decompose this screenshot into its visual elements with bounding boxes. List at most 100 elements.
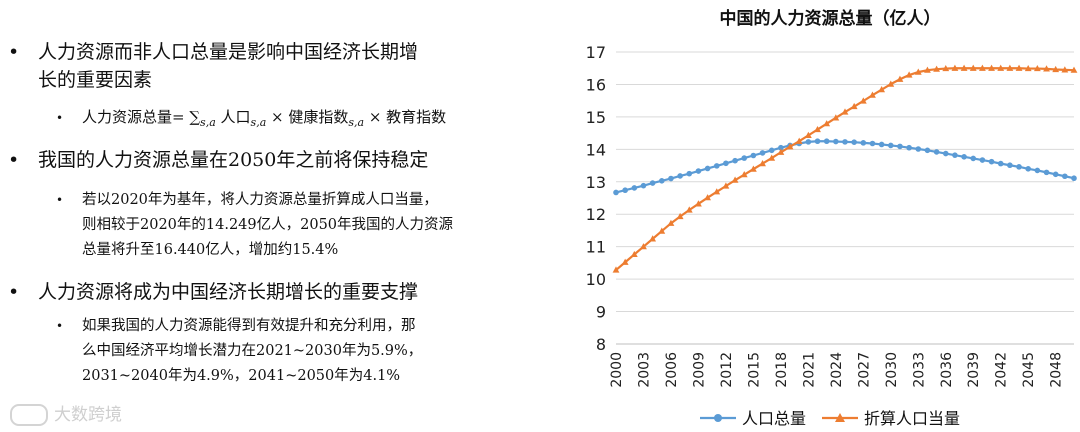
data-point bbox=[1015, 64, 1023, 71]
data-point bbox=[668, 175, 674, 182]
data-point bbox=[1025, 166, 1031, 172]
x-tick-label: 2036 bbox=[939, 352, 955, 388]
bullet-marker: • bbox=[8, 281, 20, 303]
data-point bbox=[631, 185, 638, 191]
data-point bbox=[933, 65, 940, 72]
data-point bbox=[1052, 171, 1059, 178]
data-point bbox=[905, 71, 913, 78]
sub-bullet-2-text: 若以2020年为基年，将人力资源总量折算成人口当量， 则相较于2020年的14.… bbox=[82, 192, 454, 258]
data-point bbox=[914, 68, 922, 75]
data-point bbox=[695, 168, 702, 174]
data-point bbox=[888, 142, 894, 149]
data-point bbox=[677, 173, 683, 179]
data-point bbox=[731, 176, 739, 183]
x-tick-label: 2006 bbox=[664, 352, 680, 388]
bullet-1-text: 人力资源而非人口总量是影响中国经济长期增 长的重要因素 bbox=[38, 41, 419, 91]
data-point bbox=[723, 160, 729, 167]
data-point bbox=[704, 194, 711, 201]
watermark-text: 大数跨境 bbox=[54, 405, 122, 425]
data-point bbox=[732, 157, 738, 164]
data-point bbox=[768, 154, 776, 161]
data-point bbox=[969, 64, 977, 71]
x-tick-label: 2042 bbox=[994, 352, 1010, 388]
data-point bbox=[823, 120, 831, 127]
data-point bbox=[924, 66, 931, 73]
legend-label: 折算人口当量 bbox=[864, 409, 960, 428]
data-point bbox=[622, 187, 628, 194]
formula-sub-3: s,a bbox=[348, 116, 365, 129]
formula-mid-2: × 健康指数 bbox=[266, 108, 349, 126]
data-point bbox=[778, 144, 784, 151]
data-point bbox=[878, 141, 885, 148]
data-point bbox=[640, 182, 647, 189]
data-point bbox=[613, 189, 619, 196]
x-tick-label: 2003 bbox=[636, 352, 652, 388]
data-point bbox=[897, 143, 903, 150]
data-point bbox=[777, 148, 785, 155]
data-point bbox=[640, 243, 647, 250]
series-2 bbox=[612, 64, 1078, 273]
bullet-marker: • bbox=[8, 149, 20, 171]
formula: 人力资源总量= ∑s,a 人口s,a × 健康指数s,a × 教育指数 bbox=[82, 104, 446, 136]
data-point bbox=[814, 138, 821, 145]
data-point bbox=[1070, 66, 1078, 73]
y-tick-label: 11 bbox=[586, 238, 606, 257]
y-tick-label: 13 bbox=[586, 173, 606, 192]
bullet-marker: • bbox=[8, 41, 20, 63]
formula-sub-2: s,a bbox=[250, 116, 267, 129]
data-point bbox=[933, 149, 940, 155]
formula-prefix: 人力资源总量= ∑ bbox=[82, 108, 201, 126]
data-point bbox=[859, 97, 867, 104]
series-line bbox=[615, 67, 1075, 271]
data-point bbox=[942, 150, 949, 157]
data-point bbox=[1016, 164, 1022, 170]
legend-marker bbox=[714, 414, 722, 422]
data-point bbox=[786, 143, 794, 150]
data-point bbox=[952, 152, 958, 158]
legend: 人口总量 折算人口当量 bbox=[700, 409, 960, 428]
x-tick-label: 2015 bbox=[746, 352, 762, 388]
data-point bbox=[887, 80, 895, 87]
data-point bbox=[704, 165, 711, 172]
data-point bbox=[878, 86, 886, 93]
data-point bbox=[1061, 66, 1069, 73]
y-tick-label: 17 bbox=[586, 43, 606, 62]
data-point bbox=[988, 158, 995, 165]
data-point bbox=[612, 266, 620, 273]
grid bbox=[616, 51, 1074, 345]
data-point bbox=[804, 131, 812, 138]
x-tick-label: 2030 bbox=[884, 352, 900, 388]
data-point bbox=[768, 147, 775, 154]
sub-bullet-marker: • bbox=[56, 111, 64, 125]
data-point bbox=[621, 258, 629, 265]
data-point bbox=[659, 178, 665, 184]
x-tick-label: 2033 bbox=[911, 352, 927, 388]
data-point bbox=[924, 147, 931, 154]
bullet-2-text: 我国的人力资源总量在2050年之前将保持稳定 bbox=[38, 149, 429, 171]
formula-suffix: × 教育指数 bbox=[364, 108, 447, 126]
x-tick-label: 2045 bbox=[1021, 352, 1037, 388]
data-point bbox=[695, 200, 702, 207]
data-point bbox=[1006, 64, 1014, 71]
data-point bbox=[1033, 64, 1041, 72]
data-point bbox=[915, 146, 922, 152]
x-tick-label: 2039 bbox=[966, 352, 982, 388]
data-point bbox=[832, 114, 840, 121]
y-tick-label: 12 bbox=[586, 205, 606, 224]
data-point bbox=[1043, 65, 1050, 72]
x-tick-label: 2024 bbox=[829, 352, 845, 388]
bullet-3-text: 人力资源将成为中国经济长期增长的重要支撑 bbox=[38, 281, 419, 303]
data-point bbox=[759, 150, 766, 156]
watermark: 大数跨境 bbox=[10, 400, 122, 426]
data-point bbox=[851, 139, 857, 145]
data-point bbox=[630, 250, 638, 258]
data-point bbox=[686, 170, 693, 177]
x-tick-label: 2021 bbox=[801, 352, 817, 388]
data-point bbox=[649, 180, 656, 186]
x-tick-label: 2048 bbox=[1049, 352, 1065, 388]
data-point bbox=[979, 64, 986, 71]
data-point bbox=[961, 153, 967, 160]
data-point bbox=[740, 171, 748, 178]
data-point bbox=[722, 182, 730, 189]
